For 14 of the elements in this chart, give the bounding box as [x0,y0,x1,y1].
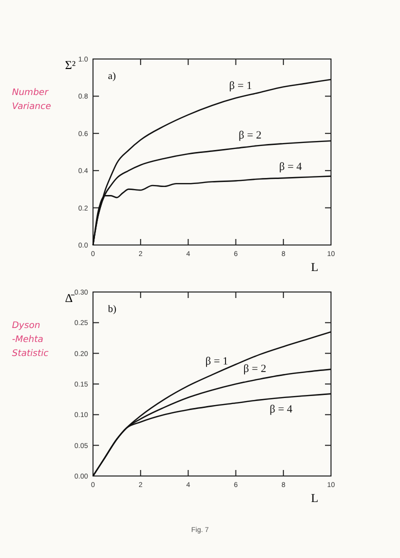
annotation: a) [108,71,116,82]
y-axis-title: Δ̄ [65,291,75,305]
annotation: b) [108,304,116,315]
series-label: β = 1 [229,80,252,92]
x-axis-title: L [311,491,318,505]
series-label: β = 2 [243,363,266,376]
text: Number Variance [12,88,52,112]
text: Dyson -Mehta Statistic [12,321,49,359]
series-label: β = 1 [205,356,228,368]
y-axis-title: Σ² [65,58,76,72]
series-label: β = 4 [279,160,302,173]
series-label: β = 2 [238,130,262,142]
x-axis-title: L [311,260,318,274]
series-label: β = 4 [270,404,293,416]
